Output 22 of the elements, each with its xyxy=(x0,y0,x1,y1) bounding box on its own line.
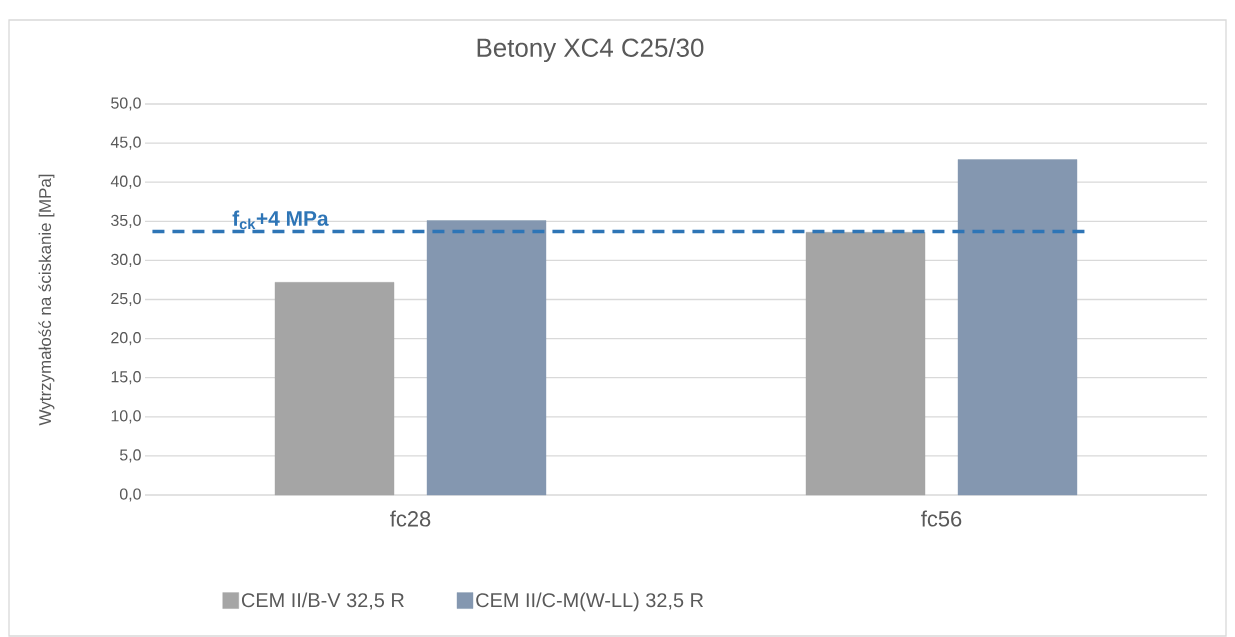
bar xyxy=(957,159,1078,496)
bar xyxy=(805,232,926,496)
y-tick-label: 25,0 xyxy=(111,292,141,307)
y-tick-label: 45,0 xyxy=(110,136,141,150)
y-tick-label: 10,0 xyxy=(111,410,141,424)
y-tick-label: 15,0 xyxy=(111,371,141,385)
y-tick-label: 0,0 xyxy=(119,488,141,502)
bar xyxy=(274,282,395,496)
y-tick-label: 5,0 xyxy=(119,449,141,463)
legend-label: CEM II/C-M(W-LL) 32,5 R xyxy=(476,592,704,612)
legend-label: CEM II/B-V 32,5 R xyxy=(241,592,404,610)
text: f$_{ck}$+4 MPa xyxy=(232,210,329,230)
y-tick-label: 40,0 xyxy=(110,175,141,189)
y-tick-label: 20,0 xyxy=(111,332,141,346)
y-axis-title: Wytrzymałość na ściskanie [MPa] xyxy=(38,174,55,426)
x-tick-label: fc28 xyxy=(390,510,431,527)
y-tick-label: 50,0 xyxy=(111,97,141,111)
x-tick-label: fc56 xyxy=(921,510,962,527)
chart-title: Betony XC4 C25/30 xyxy=(477,37,704,63)
bar xyxy=(426,220,547,496)
y-tick-label: 30,0 xyxy=(111,253,141,267)
y-tick-label: 35,0 xyxy=(111,214,141,228)
